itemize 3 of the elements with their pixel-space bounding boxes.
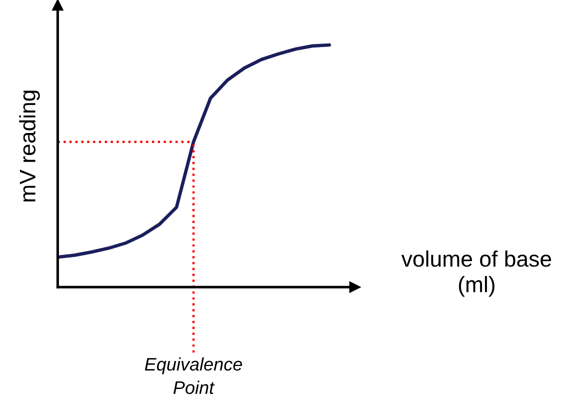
text: Equivalence Point bbox=[144, 357, 242, 394]
y-axis-title: mV reading bbox=[19, 90, 40, 202]
x-axis-title: volume of base (ml) bbox=[401, 250, 552, 297]
